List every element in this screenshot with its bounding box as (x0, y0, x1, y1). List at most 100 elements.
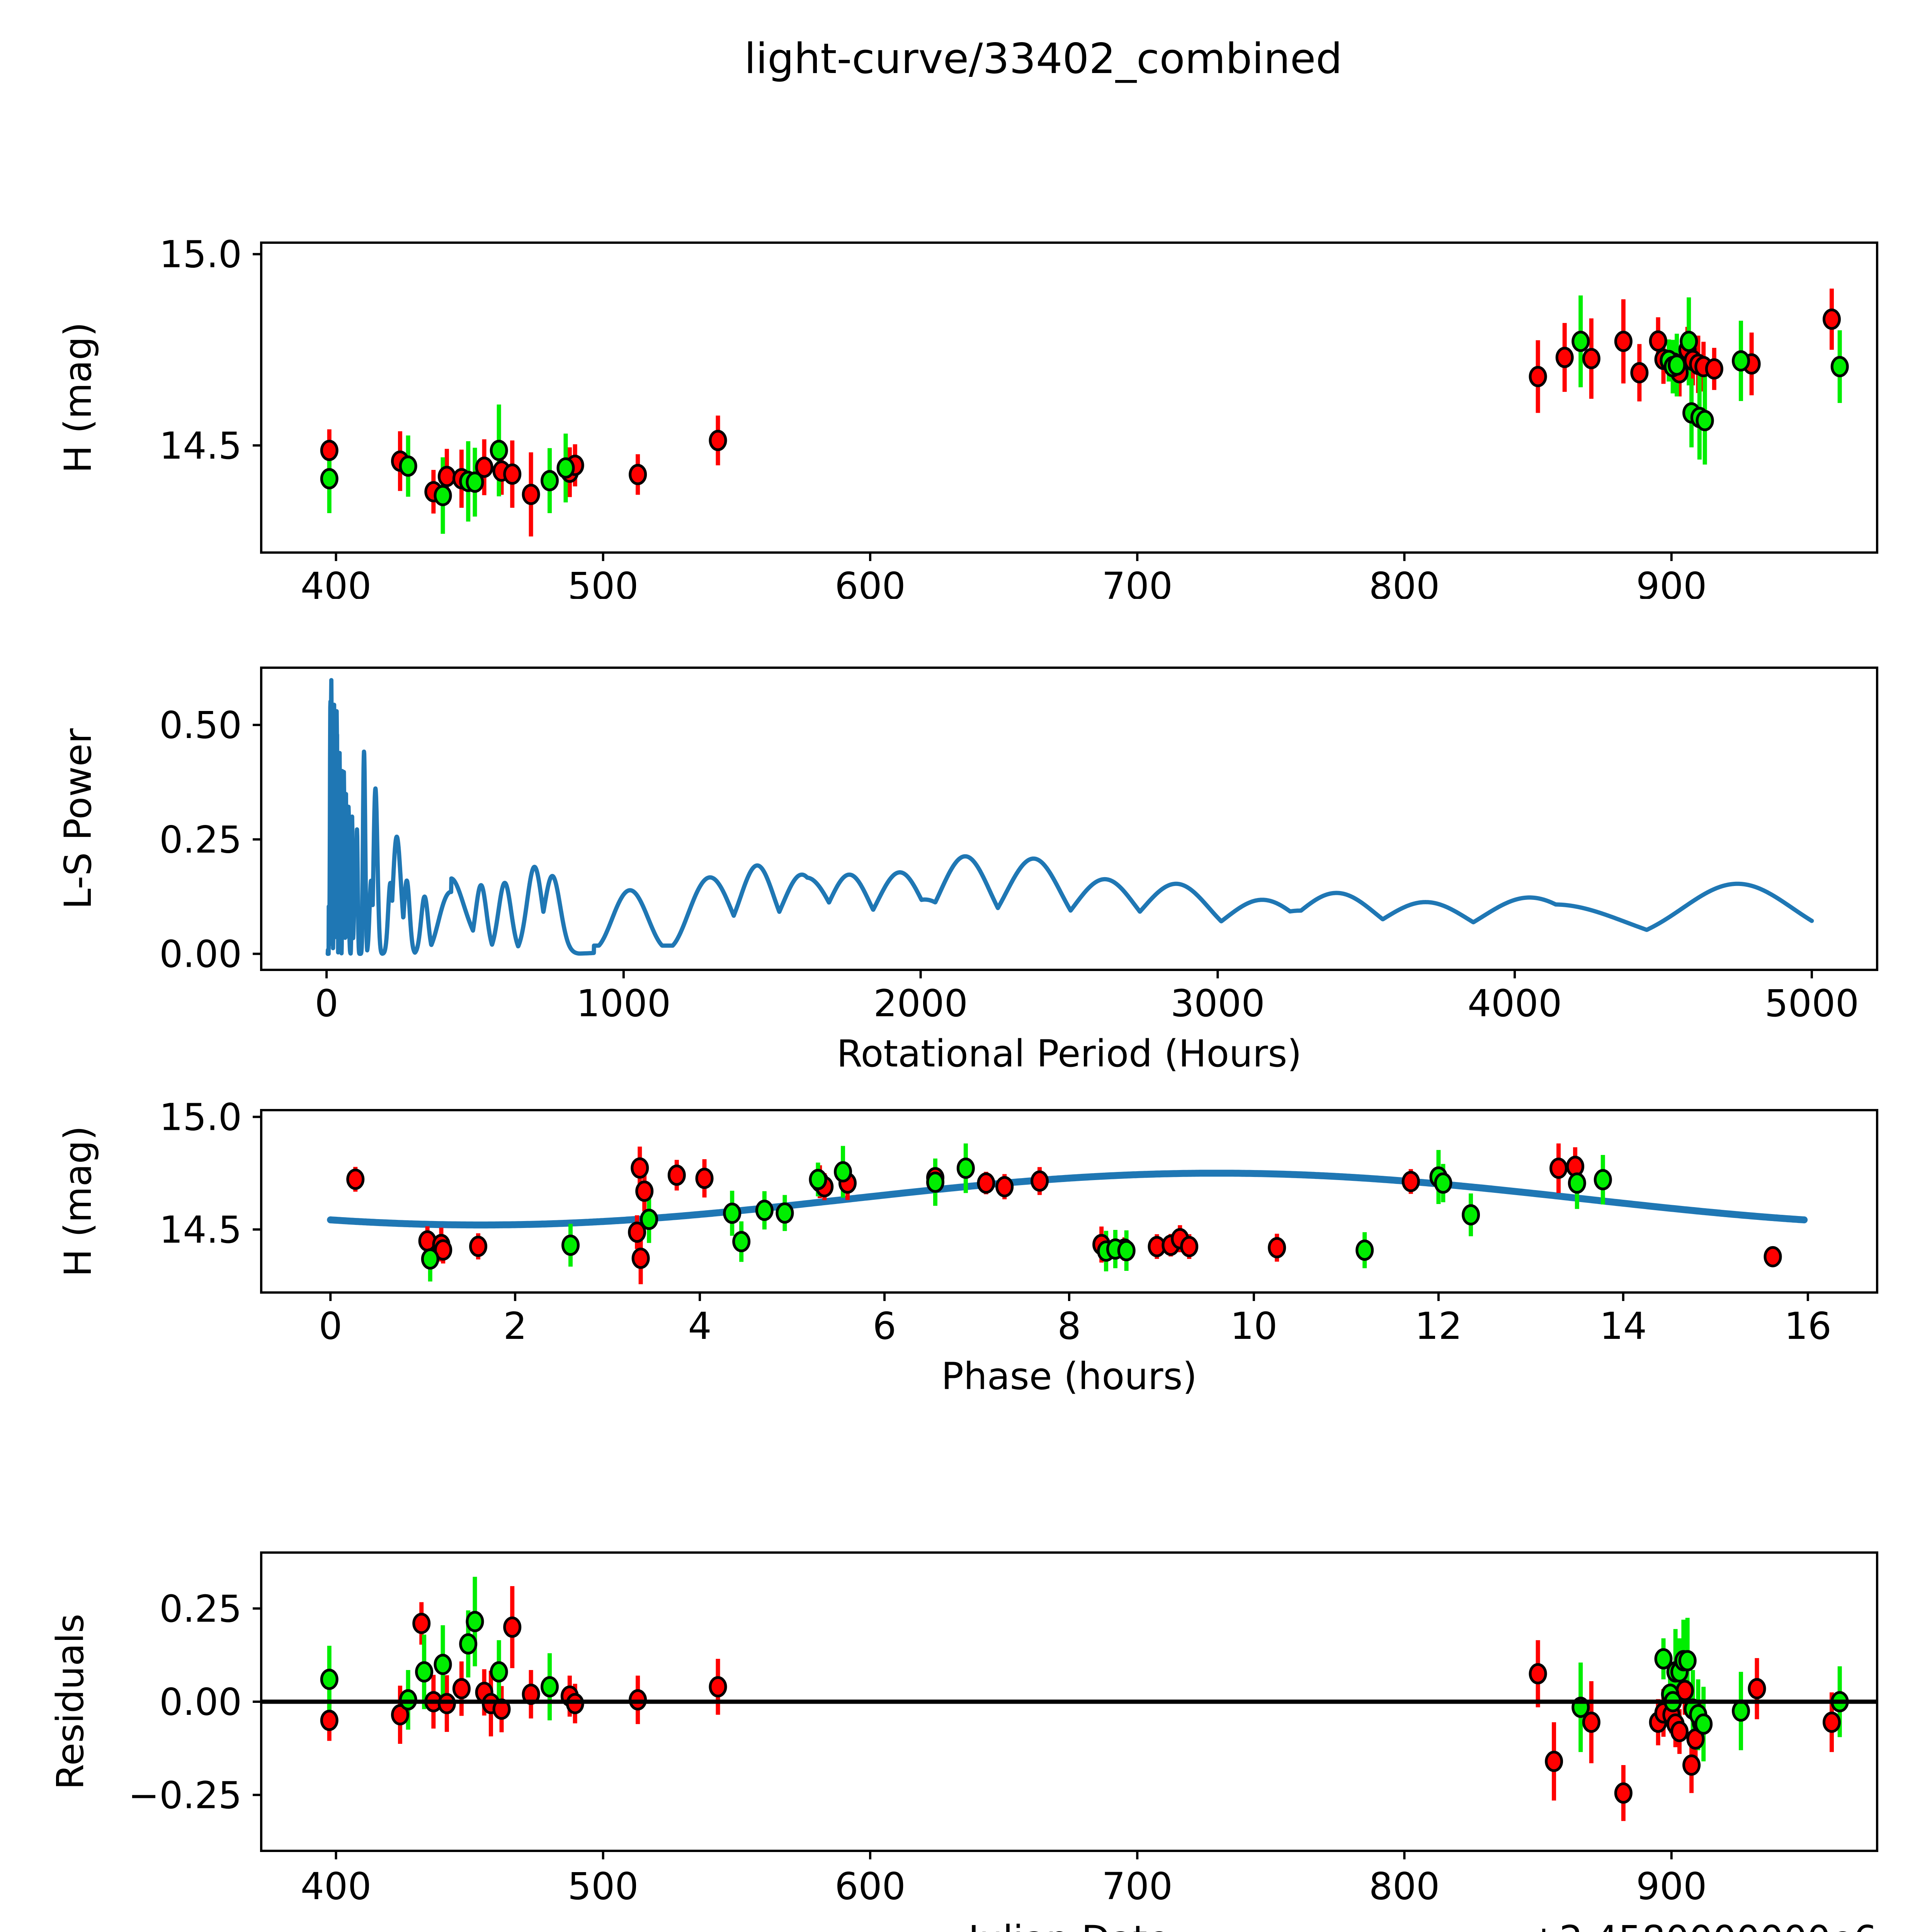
data-point (1582, 1711, 1600, 1733)
residuals-points (320, 1577, 1849, 1821)
periodogram-curve (325, 678, 1814, 956)
x-tick-label: 900 (1636, 1865, 1707, 1908)
x-tick-label: 500 (568, 1865, 638, 1908)
data-point (809, 1168, 827, 1190)
data-point (1678, 1650, 1697, 1672)
data-point (1549, 1157, 1568, 1179)
data-point (1355, 1239, 1374, 1261)
y-tick-label: 15.0 (159, 1097, 242, 1139)
data-point (522, 484, 540, 505)
data-point (561, 1235, 580, 1256)
data-point (1668, 354, 1686, 376)
figure-title: light-curve/33402_combined (744, 35, 1342, 83)
lightcurve-ylabel: H (mag) (56, 322, 100, 473)
data-point (466, 471, 484, 493)
data-point (723, 1202, 742, 1224)
data-point (503, 463, 522, 485)
periodogram-ylabel: L-S Power (56, 728, 100, 909)
periodogram-xlabel: Rotational Period (Hours) (837, 1032, 1302, 1075)
y-tick-label: 0.25 (159, 818, 242, 861)
x-tick-label: 600 (835, 565, 905, 599)
data-point (709, 1676, 727, 1697)
data-point (1582, 348, 1600, 369)
data-point (631, 1247, 650, 1269)
y-tick-label: 14.5 (159, 424, 242, 468)
data-point (631, 1157, 649, 1179)
data-point (1555, 347, 1574, 368)
data-point (1830, 356, 1849, 378)
data-point (415, 1661, 434, 1683)
data-point (776, 1202, 794, 1224)
data-point (1614, 330, 1633, 352)
data-point (695, 1168, 714, 1189)
phase-ylabel: H (mag) (56, 1126, 100, 1277)
panel-periodogram: 0 1000 2000 3000 4000 5000 0.00 0.25 0.50 L-S Pow… (56, 667, 1878, 1075)
data-point (732, 1231, 751, 1252)
data-point (1462, 1204, 1480, 1226)
residuals-ylabel: Residuals (49, 1614, 92, 1789)
x-tick-label: 6 (873, 1304, 896, 1348)
data-point (490, 440, 508, 461)
data-point (320, 440, 338, 461)
data-point (1401, 1171, 1420, 1192)
data-point (1748, 1678, 1766, 1699)
x-tick-label: 0 (315, 982, 338, 1025)
residuals-xlabel: Julian Date (966, 1918, 1170, 1932)
y-tick-label: 0.25 (159, 1587, 242, 1631)
data-point (434, 1239, 452, 1261)
data-point (1571, 330, 1590, 352)
y-tick-label: 0.50 (159, 704, 242, 747)
data-point (1822, 1711, 1841, 1733)
lightcurve-points (320, 288, 1849, 537)
data-point (459, 1633, 478, 1655)
data-point (320, 468, 338, 490)
x-tick-label: 16 (1784, 1304, 1832, 1348)
x-tick-label: 1000 (577, 982, 671, 1025)
x-tick-label: 2000 (873, 982, 968, 1025)
x-tick-label: 700 (1102, 1865, 1173, 1908)
data-point (977, 1172, 995, 1194)
x-tick-label: 5000 (1765, 982, 1859, 1025)
data-point (1731, 1700, 1750, 1722)
data-point (667, 1164, 686, 1186)
periodogram-axes-frame (260, 667, 1878, 971)
y-tick-label: 0.00 (159, 933, 242, 976)
data-point (635, 1180, 654, 1202)
data-point (503, 1616, 522, 1638)
data-point (556, 457, 575, 479)
data-point (1614, 1782, 1633, 1804)
data-point (320, 1668, 338, 1690)
data-point (755, 1199, 774, 1221)
data-point (1630, 362, 1649, 384)
y-tick-label: 0.00 (159, 1680, 242, 1724)
data-point (709, 430, 727, 451)
data-point (541, 1676, 559, 1697)
sine-fit-curve (327, 1170, 1808, 1229)
data-point (1529, 366, 1547, 388)
data-point (469, 1236, 488, 1257)
data-point (1694, 1713, 1713, 1735)
y-tick-label: −0.25 (128, 1774, 242, 1817)
data-point (1180, 1236, 1199, 1257)
data-point (1568, 1172, 1586, 1194)
data-point (629, 464, 647, 485)
data-point (1822, 308, 1841, 330)
y-tick-label: 15.0 (159, 233, 242, 276)
data-point (1434, 1172, 1452, 1194)
x-tick-label: 600 (835, 1865, 905, 1908)
data-point (466, 1611, 484, 1633)
data-point (412, 1612, 431, 1634)
data-point (1731, 350, 1750, 372)
data-point (1670, 1721, 1689, 1742)
x-tick-label: 3000 (1170, 982, 1265, 1025)
data-point (1649, 330, 1667, 352)
x-tick-label: 700 (1102, 565, 1173, 599)
x-tick-label: 4 (688, 1304, 712, 1348)
data-point (399, 455, 417, 477)
phase-points (346, 1143, 1782, 1284)
data-point (1268, 1237, 1286, 1259)
data-point (434, 485, 452, 506)
panel-residuals: 400 500 600 700 800 900 0.25 0.00 −0.25 Residuals… (49, 1551, 1878, 1932)
